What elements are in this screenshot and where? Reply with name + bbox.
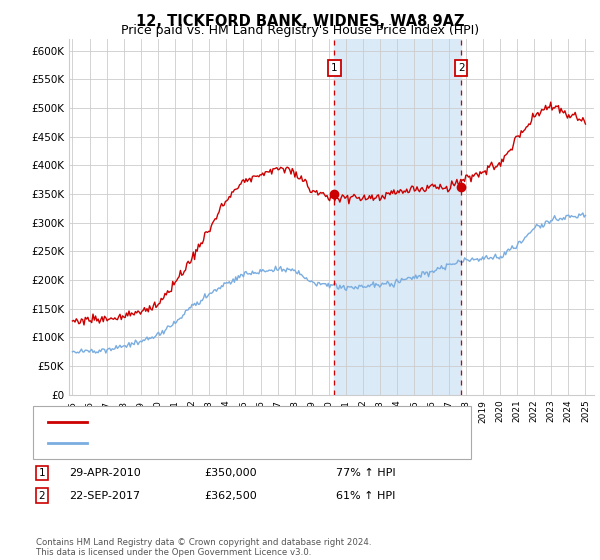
Text: 1: 1 [331,63,338,73]
Text: £350,000: £350,000 [204,468,257,478]
Text: 12, TICKFORD BANK, WIDNES, WA8 9AZ: 12, TICKFORD BANK, WIDNES, WA8 9AZ [136,14,464,29]
Bar [334,39,461,395]
Text: Contains HM Land Registry data © Crown copyright and database right 2024.
This d: Contains HM Land Registry data © Crown c… [36,538,371,557]
Text: 2: 2 [458,63,464,73]
Text: HPI: Average price, detached house, Halton: HPI: Average price, detached house, Halt… [96,438,323,448]
Text: 12, TICKFORD BANK, WIDNES, WA8 9AZ (detached house): 12, TICKFORD BANK, WIDNES, WA8 9AZ (deta… [96,417,398,427]
Text: £362,500: £362,500 [204,491,257,501]
Text: 1: 1 [38,468,46,478]
Text: 2: 2 [38,491,46,501]
Text: 29-APR-2010: 29-APR-2010 [69,468,141,478]
Text: 77% ↑ HPI: 77% ↑ HPI [336,468,395,478]
Text: 22-SEP-2017: 22-SEP-2017 [69,491,140,501]
Text: Price paid vs. HM Land Registry's House Price Index (HPI): Price paid vs. HM Land Registry's House … [121,24,479,37]
Text: 61% ↑ HPI: 61% ↑ HPI [336,491,395,501]
